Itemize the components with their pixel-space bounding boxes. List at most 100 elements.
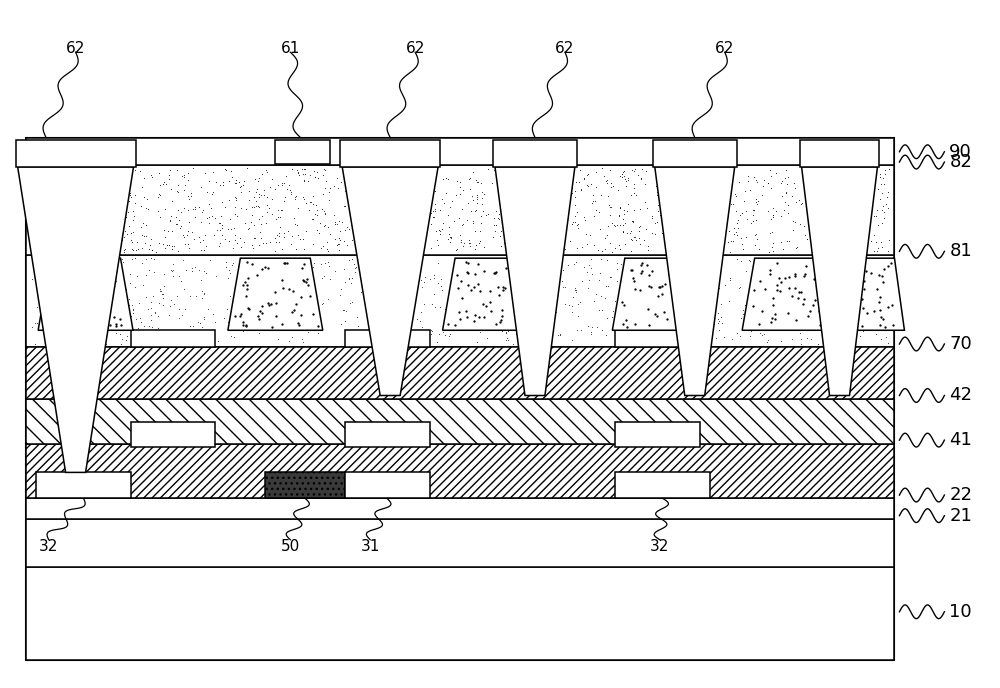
Point <box>538 253 554 264</box>
Point <box>694 217 710 228</box>
Point <box>122 278 138 289</box>
Point <box>809 189 825 200</box>
Point <box>855 195 871 206</box>
Point <box>805 266 821 277</box>
Point <box>467 226 483 237</box>
Point <box>414 213 430 224</box>
Point <box>402 208 418 219</box>
Point <box>244 239 260 250</box>
Point <box>819 315 835 326</box>
Point <box>825 209 841 220</box>
Point <box>843 323 859 334</box>
Point <box>61 184 77 195</box>
Point <box>702 233 718 244</box>
Point <box>204 211 220 222</box>
Point <box>387 188 403 199</box>
Point <box>620 175 636 186</box>
Point <box>465 274 481 285</box>
Point <box>819 272 835 283</box>
Point <box>466 303 482 314</box>
Point <box>747 264 763 275</box>
Point <box>655 216 671 227</box>
Point <box>163 294 179 305</box>
Point <box>868 328 884 339</box>
Point <box>322 273 338 284</box>
Point <box>817 264 833 275</box>
Point <box>175 230 191 241</box>
Point <box>617 218 633 229</box>
Point <box>221 194 237 205</box>
Point <box>812 217 828 228</box>
Bar <box>16 140 136 167</box>
Point <box>693 301 709 312</box>
Point <box>152 286 168 297</box>
Point <box>876 178 892 189</box>
Point <box>278 281 294 292</box>
Point <box>879 268 895 279</box>
Point <box>527 191 543 202</box>
Point <box>524 229 540 240</box>
Point <box>362 275 378 286</box>
Point <box>248 200 264 211</box>
Point <box>223 165 239 176</box>
Point <box>353 224 369 235</box>
Point <box>456 295 472 306</box>
Point <box>580 180 596 191</box>
Point <box>711 164 727 175</box>
Point <box>555 281 571 292</box>
Point <box>176 231 192 242</box>
Point <box>404 242 420 253</box>
Point <box>246 316 262 327</box>
Point <box>754 330 770 341</box>
Text: 50: 50 <box>281 539 300 554</box>
Polygon shape <box>228 258 323 330</box>
Point <box>849 314 865 325</box>
Point <box>71 233 87 244</box>
Point <box>866 211 882 222</box>
Point <box>704 213 720 224</box>
Point <box>695 321 711 332</box>
Point <box>138 253 154 264</box>
Point <box>706 316 722 327</box>
Point <box>617 173 633 184</box>
Point <box>419 196 435 207</box>
Point <box>99 243 115 254</box>
Point <box>561 203 577 214</box>
Point <box>360 172 376 183</box>
Point <box>511 294 527 305</box>
Point <box>821 171 837 182</box>
Point <box>544 182 560 193</box>
Point <box>245 243 261 254</box>
Point <box>630 170 646 181</box>
Point <box>544 216 560 227</box>
Point <box>403 254 419 265</box>
Point <box>61 309 77 320</box>
Point <box>686 240 702 251</box>
Point <box>753 290 769 301</box>
Point <box>436 321 452 332</box>
Point <box>95 173 111 184</box>
Point <box>127 197 143 208</box>
Point <box>386 243 402 254</box>
Point <box>343 278 359 289</box>
Point <box>470 176 486 187</box>
Point <box>193 245 209 256</box>
Point <box>853 186 869 197</box>
Point <box>222 290 238 301</box>
Point <box>278 171 294 182</box>
Point <box>732 281 748 292</box>
Point <box>842 201 858 212</box>
Point <box>773 211 789 222</box>
Point <box>411 181 427 192</box>
Point <box>599 312 615 323</box>
Point <box>509 168 525 179</box>
Point <box>691 284 707 295</box>
Point <box>258 237 274 248</box>
Point <box>780 200 796 211</box>
Point <box>830 327 846 338</box>
Point <box>284 164 300 175</box>
Point <box>854 196 870 207</box>
Point <box>408 228 424 239</box>
Point <box>763 171 779 182</box>
Point <box>875 297 891 308</box>
